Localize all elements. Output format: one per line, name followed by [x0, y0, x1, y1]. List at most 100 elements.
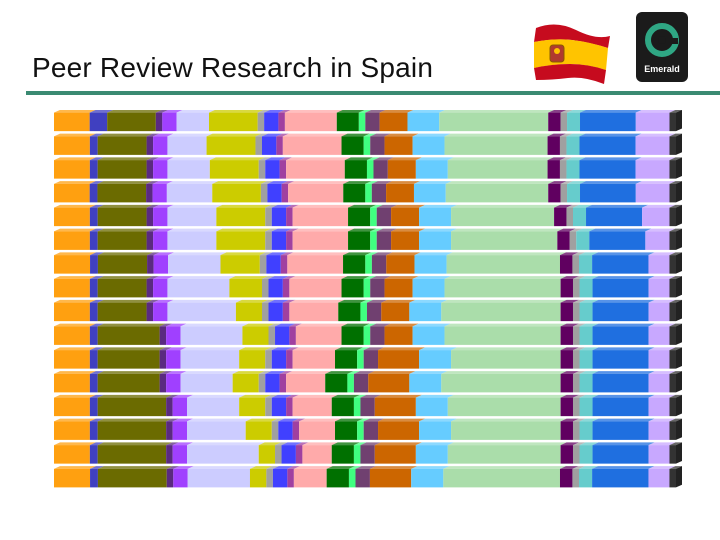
bar-segment — [166, 350, 181, 369]
bar-segment-top — [365, 110, 386, 113]
bar-segment — [386, 183, 414, 203]
bar-segment-top — [341, 276, 370, 279]
bar-segment — [89, 207, 98, 227]
bar-segment-top — [447, 394, 567, 398]
bar-segment — [648, 421, 670, 440]
bar-segment-top — [107, 110, 162, 113]
bar-segment — [187, 421, 246, 440]
bar-segment — [341, 278, 364, 298]
bar-segment — [249, 468, 267, 488]
bar-segment — [366, 160, 374, 179]
bar-segment — [343, 183, 366, 203]
bar-row — [54, 204, 682, 227]
bar-segment-top — [284, 110, 343, 113]
bar-segment — [548, 112, 561, 132]
bar-segment — [669, 183, 676, 203]
bar-end-cap — [676, 181, 682, 203]
bar-segment — [331, 445, 354, 464]
bar-segment — [547, 136, 560, 155]
bar-segment — [363, 421, 379, 440]
bar-segment-top — [275, 323, 296, 327]
bar-segment — [370, 136, 385, 155]
bar-segment — [153, 278, 168, 298]
bar-segment — [282, 136, 342, 155]
bar-segment-top — [167, 228, 223, 232]
bar-segment — [379, 112, 408, 132]
bar-segment — [557, 231, 570, 250]
bar-segment-top — [153, 252, 175, 256]
bar-segment — [592, 255, 649, 274]
bar-segment — [347, 373, 354, 393]
title-underline — [26, 91, 720, 95]
bar-segment — [287, 468, 294, 488]
bar-segment — [444, 278, 561, 298]
bar-segment — [281, 445, 296, 464]
bar-segment-top — [572, 323, 586, 327]
bar-segment-top — [439, 110, 555, 113]
bar-segment-top — [54, 418, 96, 422]
bar-segment — [146, 207, 154, 227]
bar-segment-top — [419, 228, 458, 232]
bar-segment — [152, 183, 167, 203]
bar-segment — [89, 136, 98, 155]
bar-segment-top — [286, 371, 332, 374]
bar-segment-top — [173, 466, 194, 469]
bar-segment-top — [415, 442, 454, 446]
bar-segment-top — [54, 276, 96, 279]
bar-segment — [166, 468, 174, 488]
bar-segment-top — [341, 323, 370, 327]
bar-segment — [180, 326, 243, 345]
bar-segment — [579, 302, 593, 322]
bar-segment-top — [153, 299, 174, 303]
bar-segment — [669, 278, 676, 298]
bar-segment — [167, 302, 236, 322]
bar-segment-top — [353, 442, 367, 446]
bar-segment — [54, 160, 90, 179]
bar-segment-top — [371, 181, 393, 184]
bar-segment — [97, 397, 167, 417]
bar-segment-top — [292, 347, 342, 351]
bar-segment-top — [232, 371, 265, 374]
bar-segment-top — [325, 371, 354, 374]
bar-segment — [335, 350, 358, 369]
bar-segment-top — [648, 418, 676, 422]
bar-segment-top — [90, 466, 104, 469]
bar-segment-top — [286, 157, 351, 161]
bar-segment — [559, 255, 573, 274]
bar-segment-top — [212, 181, 267, 184]
bar-segment — [669, 302, 676, 322]
bar-segment-top — [370, 276, 391, 279]
bar-segment — [648, 326, 670, 345]
bar-segment-top — [363, 323, 377, 327]
bar-segment — [360, 397, 375, 417]
bar-segment-top — [282, 133, 348, 137]
bar-segment-top — [271, 347, 293, 351]
bar-segment — [97, 326, 160, 345]
bar-segment-top — [572, 252, 585, 256]
bar-segment — [592, 421, 649, 440]
bar-segment-top — [368, 371, 416, 374]
bar-segment — [348, 468, 356, 488]
bar-segment-top — [379, 110, 414, 113]
bar-segment — [166, 326, 181, 345]
bar-segment-top — [54, 323, 96, 327]
bar-segment-top — [412, 323, 451, 327]
bar-segment — [89, 373, 98, 393]
bar-segment — [572, 326, 580, 345]
bar-segment-top — [336, 110, 365, 113]
bar-segment-top — [187, 466, 256, 469]
bar-segment-top — [279, 157, 293, 161]
bar-segment-top — [54, 133, 96, 137]
bar-segment-top — [239, 347, 272, 351]
bar-segment-top — [669, 252, 682, 256]
bar-segment — [89, 183, 98, 203]
bar-segment — [292, 350, 336, 369]
bar-segment-top — [278, 418, 299, 422]
bar-segment — [444, 136, 548, 155]
bar-segment — [97, 373, 160, 393]
bar-segment — [54, 326, 90, 345]
bar-segment-top — [560, 299, 579, 303]
bar-segment-top — [97, 466, 173, 469]
bar-segment — [648, 397, 670, 417]
bar-segment-top — [97, 371, 166, 374]
